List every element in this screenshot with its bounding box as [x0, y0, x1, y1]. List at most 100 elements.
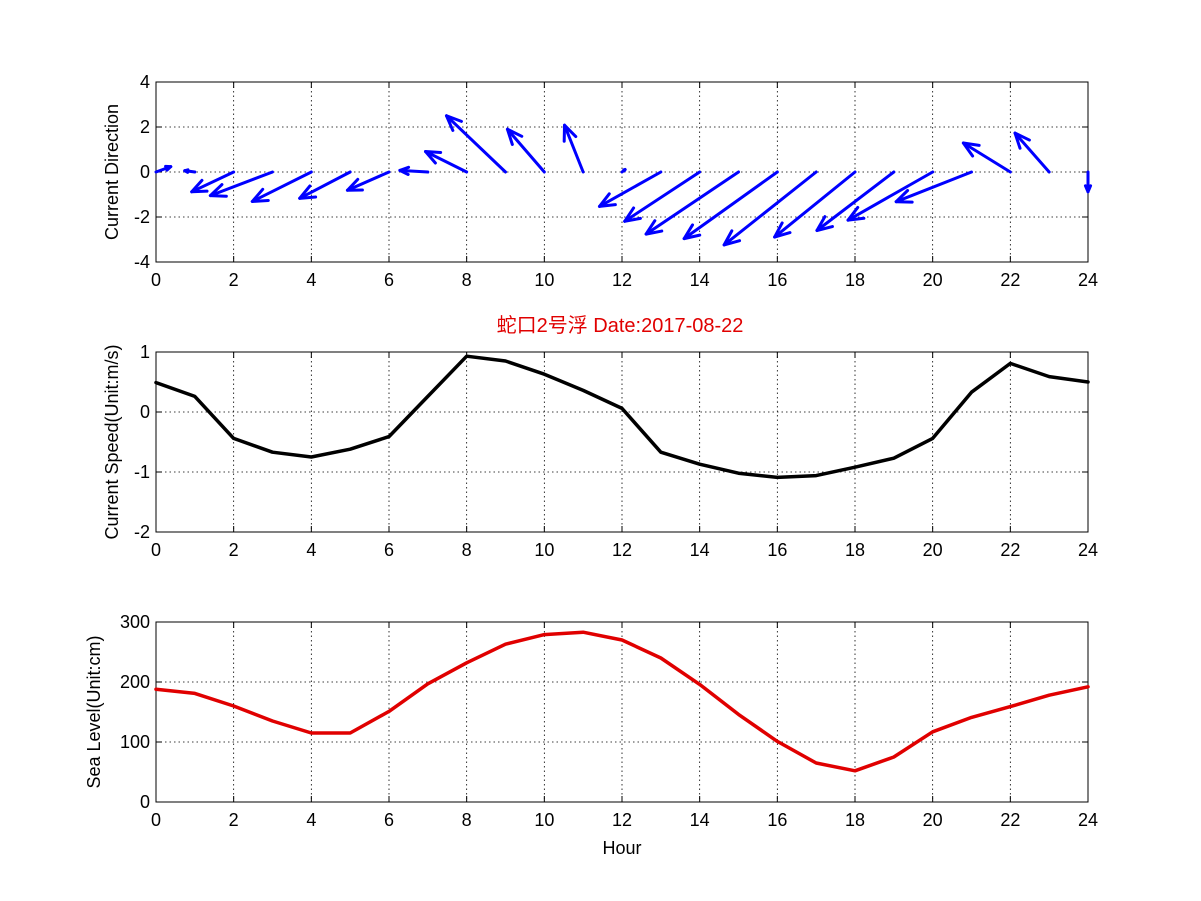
direction-arrow [620, 168, 627, 174]
arrow-head [815, 215, 834, 232]
arrow-head [846, 205, 866, 222]
x-tick-label: 10 [534, 810, 554, 830]
y-tick-label: -4 [134, 252, 150, 272]
x-tick-label: 2 [229, 270, 239, 290]
x-tick-label: 20 [923, 810, 943, 830]
arrow-head [345, 177, 364, 192]
direction-arrow [424, 150, 469, 174]
direction-arrow [345, 170, 391, 192]
direction-arrow [183, 168, 197, 174]
series-line [154, 354, 1090, 480]
x-tick-label: 2 [229, 810, 239, 830]
arrow-shaft [682, 170, 779, 241]
arrow-shaft [961, 141, 1012, 174]
y-tick-label: -2 [134, 207, 150, 227]
x-tick-label: 16 [767, 810, 787, 830]
arrow-head [398, 165, 411, 176]
arrow-shaft [722, 170, 818, 247]
y-tick-label: 4 [140, 72, 150, 92]
arrow-shaft [563, 123, 585, 174]
arrow-head [444, 114, 463, 132]
arrow-head [190, 178, 209, 194]
arrow-shaft [597, 170, 663, 208]
arrow-head [298, 184, 318, 200]
x-tick-label: 20 [923, 270, 943, 290]
x-tick-label: 12 [612, 810, 632, 830]
y-tick-label: 100 [120, 732, 150, 752]
x-tick-label: 8 [462, 810, 472, 830]
x-tick-label: 6 [384, 540, 394, 560]
plot-frame [155, 351, 1089, 533]
y-tick-label: 300 [120, 612, 150, 632]
direction-arrow [644, 170, 740, 236]
arrow-head [597, 192, 617, 208]
direction-arrow [1083, 170, 1093, 194]
direction-arrow [298, 170, 352, 200]
arrow-head [722, 229, 742, 247]
arrow-head [773, 221, 792, 239]
x-tick-label: 22 [1000, 540, 1020, 560]
x-tick-label: 18 [845, 270, 865, 290]
arrow-head [623, 206, 642, 223]
x-tick-label: 10 [534, 540, 554, 560]
arrow-head [424, 150, 443, 165]
x-tick-label: 6 [384, 270, 394, 290]
y-axis-label: Current Direction [102, 104, 122, 240]
direction-arrow [846, 170, 935, 222]
x-tick-label: 12 [612, 540, 632, 560]
direction-arrow [505, 127, 546, 174]
direction-arrow [190, 170, 236, 194]
x-tick-label: 6 [384, 810, 394, 830]
x-tick-label: 2 [229, 540, 239, 560]
arrow-shaft [846, 170, 935, 222]
arrow-shaft [1013, 131, 1051, 174]
direction-arrow [773, 170, 857, 239]
x-tick-label: 24 [1078, 270, 1098, 290]
x-tick-label: 14 [690, 540, 710, 560]
direction-arrow [682, 170, 779, 241]
y-tick-label: 200 [120, 672, 150, 692]
arrow-head [961, 141, 981, 158]
x-tick-label: 10 [534, 270, 554, 290]
x-tick-label: 8 [462, 540, 472, 560]
x-tick-label: 18 [845, 540, 865, 560]
arrow-head [505, 127, 524, 146]
direction-arrow [562, 123, 585, 174]
arrow-head [1083, 184, 1093, 194]
arrow-head [164, 164, 173, 172]
arrow-shaft [250, 170, 313, 203]
arrow-head [644, 219, 664, 236]
x-tick-label: 4 [306, 270, 316, 290]
x-tick-label: 20 [923, 540, 943, 560]
x-tick-label: 0 [151, 270, 161, 290]
x-tick-label: 24 [1078, 540, 1098, 560]
x-tick-label: 4 [306, 810, 316, 830]
direction-arrow [961, 141, 1012, 174]
y-tick-label: 0 [140, 162, 150, 182]
arrow-shaft [773, 170, 857, 239]
arrow-shaft [644, 170, 740, 236]
direction-arrow [815, 170, 896, 232]
y-tick-label: 0 [140, 402, 150, 422]
y-tick-label: -1 [134, 462, 150, 482]
arrow-head [682, 223, 702, 241]
direction-arrow [398, 165, 430, 176]
plot-frame [155, 621, 1089, 803]
direction-arrow [623, 170, 702, 223]
x-tick-label: 16 [767, 540, 787, 560]
arrow-shaft [894, 170, 973, 204]
arrow-shaft [623, 170, 702, 223]
chart-title: 蛇口2号浮 Date:2017-08-22 [497, 314, 744, 337]
direction-arrow [722, 170, 818, 247]
arrow-head [208, 183, 228, 198]
arrow-shaft [298, 170, 352, 200]
x-axis-label: Hour [602, 838, 641, 858]
y-tick-label: 0 [140, 792, 150, 812]
arrow-head [894, 188, 914, 204]
x-tick-label: 22 [1000, 270, 1020, 290]
